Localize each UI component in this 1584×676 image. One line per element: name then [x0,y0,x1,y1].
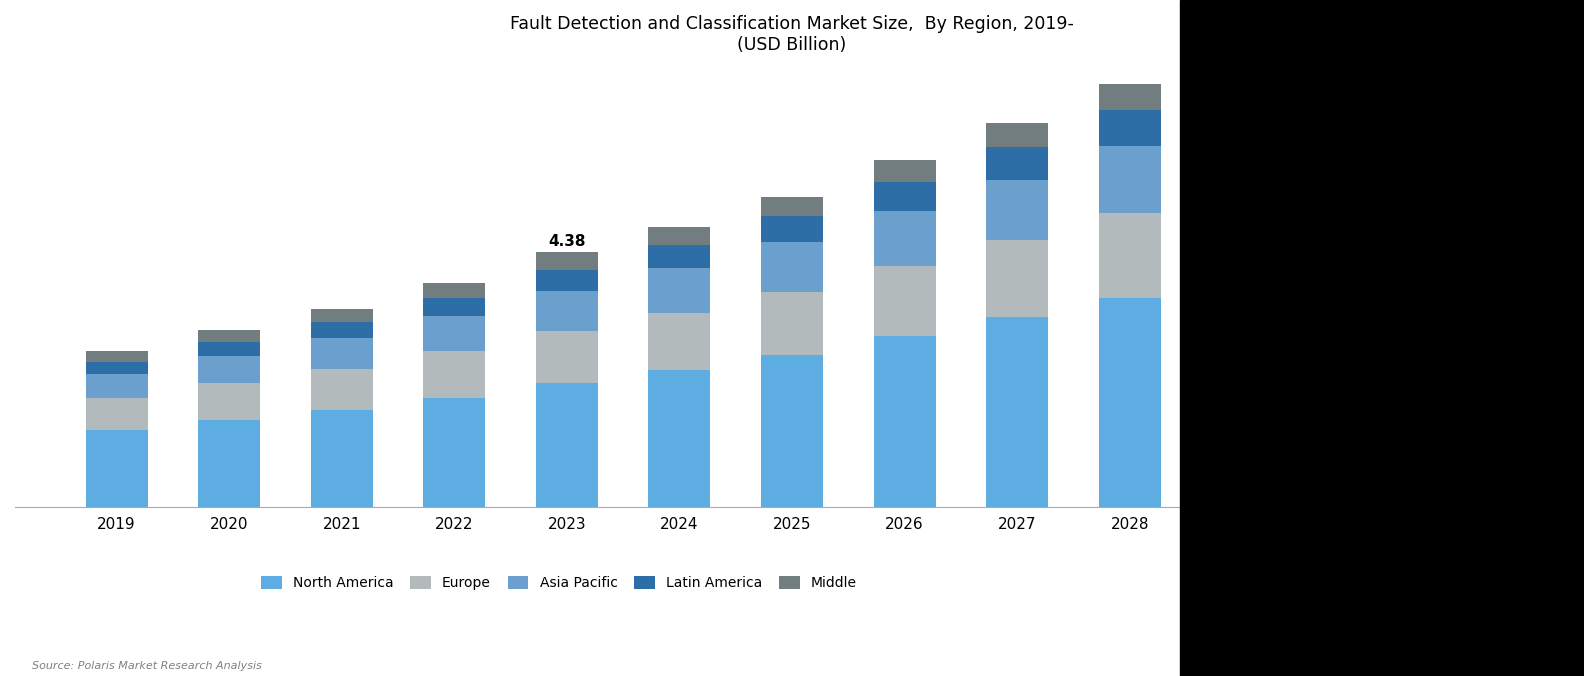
Bar [310,309,372,322]
Bar [310,338,372,368]
Bar [310,322,372,338]
Bar [310,410,372,507]
Bar [198,330,260,342]
Bar [1324,7,1386,53]
Text: Source: Polaris Market Research Analysis: Source: Polaris Market Research Analysis [32,661,261,671]
Bar [1212,30,1274,61]
Bar [874,336,936,507]
Bar [987,123,1049,147]
Bar [423,352,485,397]
Title: Fault Detection and Classification Market Size,  By Region, 2019-
(USD Billion): Fault Detection and Classification Marke… [510,15,1074,54]
Bar [198,342,260,356]
Bar [1099,146,1161,213]
Bar [198,420,260,507]
Bar [535,291,597,331]
Bar [760,216,824,242]
Bar [1099,84,1161,110]
Bar [198,356,260,383]
Bar [874,160,936,182]
Bar [648,227,710,245]
Bar [1437,97,1498,214]
Bar [535,270,597,291]
Bar [648,245,710,268]
Bar [760,291,824,355]
Bar [535,383,597,507]
Bar [1324,138,1386,243]
Bar [1437,0,1498,3]
Bar [423,397,485,507]
Legend: North America, Europe, Asia Pacific, Latin America, Middle: North America, Europe, Asia Pacific, Lat… [255,571,862,596]
Bar [310,368,372,410]
Bar [648,313,710,370]
Bar [648,268,710,313]
Bar [874,211,936,266]
Bar [86,352,147,362]
Bar [874,182,936,211]
Bar [760,355,824,507]
Bar [1099,110,1161,146]
Bar [423,283,485,298]
Bar [86,397,147,430]
Bar [648,370,710,507]
Bar [987,240,1049,317]
Bar [86,430,147,507]
Bar [1099,213,1161,297]
Bar [987,317,1049,507]
Bar [535,331,597,383]
Bar [760,242,824,291]
Bar [1324,53,1386,138]
Bar [423,316,485,352]
Bar [1212,101,1274,177]
Bar [987,180,1049,240]
Bar [987,147,1049,180]
Bar [1212,177,1274,272]
Bar [874,266,936,336]
Bar [1324,0,1386,7]
Bar [1437,214,1498,507]
Bar [1212,272,1274,507]
Text: 4.38: 4.38 [548,234,586,249]
Bar [1099,297,1161,507]
Bar [198,383,260,420]
Bar [86,374,147,397]
Bar [86,362,147,374]
Bar [535,252,597,270]
Bar [1324,243,1386,507]
Bar [423,298,485,316]
Bar [1437,3,1498,97]
Bar [1212,61,1274,101]
Bar [760,197,824,216]
